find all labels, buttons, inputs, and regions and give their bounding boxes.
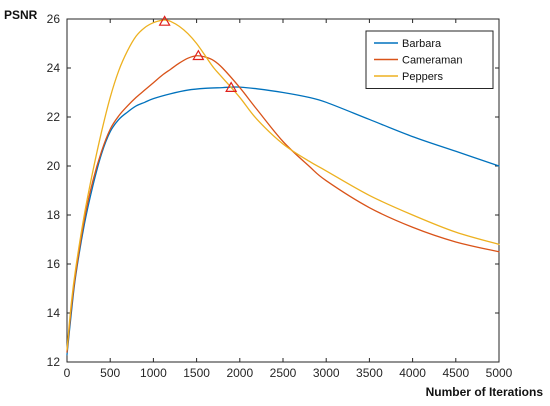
x-tick-label: 0 <box>64 366 71 380</box>
x-tick-label: 1000 <box>140 366 167 380</box>
y-axis-label: PSNR <box>4 8 38 22</box>
x-tick-label: 2500 <box>270 366 297 380</box>
legend: Barbara Cameraman Peppers <box>365 30 494 89</box>
peak-marker-barbara <box>225 81 238 92</box>
x-tick-label: 4500 <box>442 366 469 380</box>
y-tick-label: 22 <box>47 110 61 124</box>
series-line-barbara <box>66 86 500 356</box>
x-tick-label: 3000 <box>313 366 340 380</box>
y-tick-label: 16 <box>47 257 61 271</box>
y-tick-label: 12 <box>47 355 61 369</box>
x-tick-label: 4000 <box>399 366 426 380</box>
y-tick-label: 18 <box>47 208 61 222</box>
y-tick-label: 20 <box>47 159 61 173</box>
series-line-peppers <box>66 19 500 351</box>
legend-label-barbara: Barbara <box>402 38 442 50</box>
x-axis-label: Number of Iterations <box>426 385 544 399</box>
x-tick-label: 5000 <box>486 366 513 380</box>
peak-marker-peppers <box>158 15 171 26</box>
series-lines <box>66 19 500 356</box>
legend-label-cameraman: Cameraman <box>402 55 463 67</box>
x-tick-label: 3500 <box>356 366 383 380</box>
series-line-cameraman <box>66 55 500 353</box>
x-tick-label: 2000 <box>226 366 253 380</box>
y-tick-label: 26 <box>47 12 61 26</box>
x-tick-label: 1500 <box>183 366 210 380</box>
peak-markers <box>158 15 238 92</box>
x-tick-label: 500 <box>100 366 120 380</box>
legend-label-peppers: Peppers <box>402 71 443 83</box>
peak-marker-cameraman <box>192 49 205 61</box>
y-tick-label: 14 <box>47 306 61 320</box>
y-tick-label: 24 <box>47 61 61 75</box>
